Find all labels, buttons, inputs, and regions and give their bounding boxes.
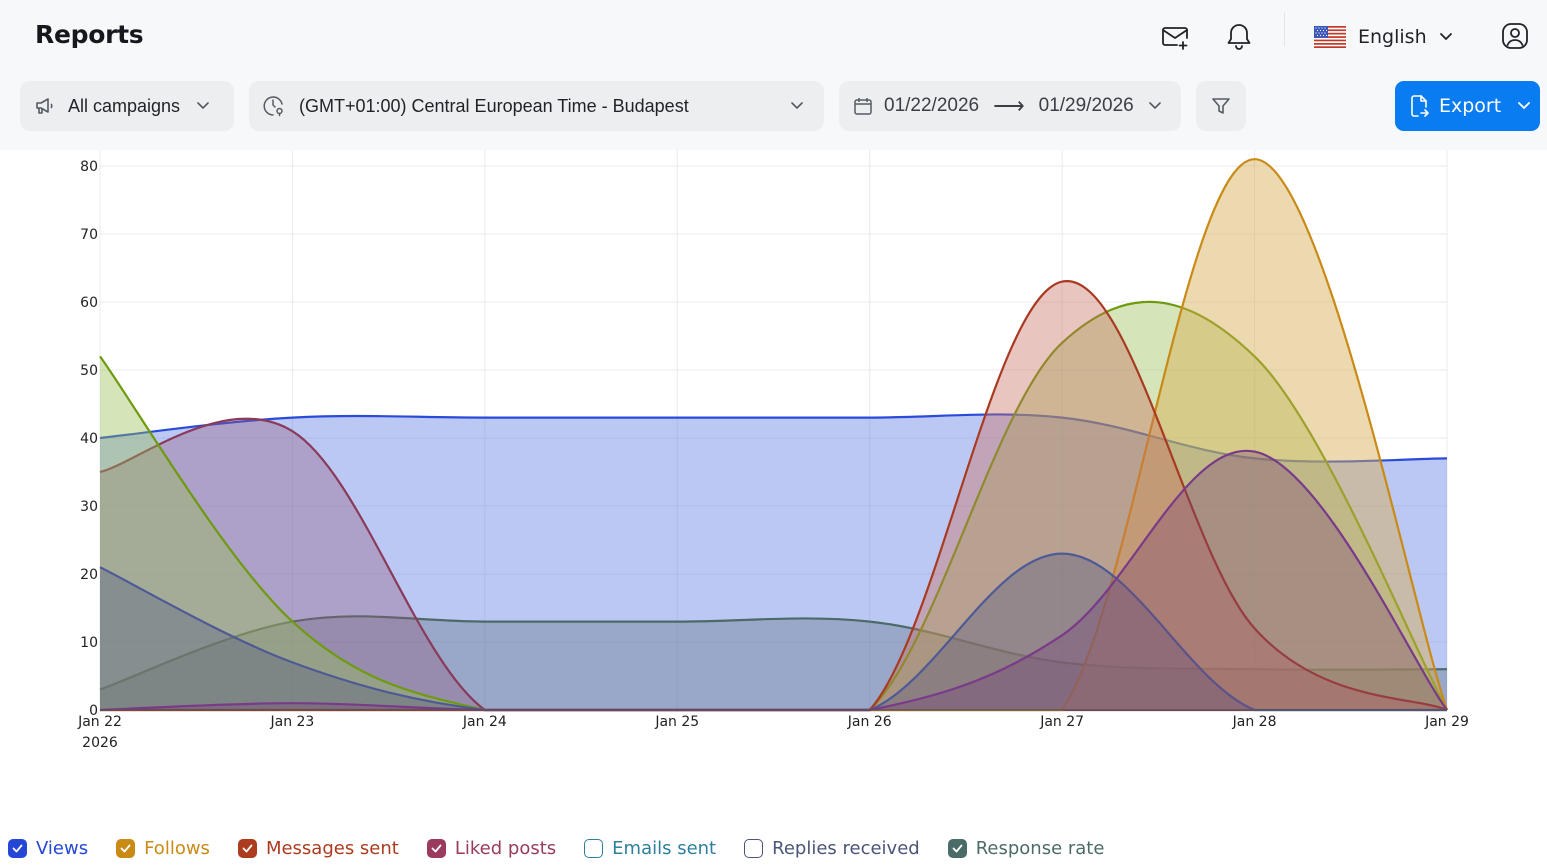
chevron-down-icon [791,102,803,110]
y-tick-label: 70 [80,227,98,243]
x-tick-label: Jan 26 [847,714,892,730]
y-tick-label: 30 [80,499,98,515]
chevron-down-icon [1148,102,1161,110]
chevron-down-icon [1439,33,1452,41]
series-response-rate[interactable] [99,615,1448,710]
legend-label: Views [36,837,89,859]
checkbox-checked-icon[interactable] [426,838,446,858]
y-tick-label: 50 [80,363,98,379]
x-year-label: 2026 [82,735,118,751]
chevron-down-icon [197,102,209,110]
y-tick-label: 20 [80,567,98,583]
date-start[interactable]: 01/22/2026 [884,95,980,116]
x-tick-label: Jan 23 [269,714,314,730]
timezone-label: (GMT+01:00) Central European Time - Buda… [299,95,689,116]
mail-plus-icon[interactable] [1158,20,1192,54]
checkbox-checked-icon[interactable] [116,838,136,858]
x-tick-label: Jan 24 [462,714,507,730]
legend-label: Emails sent [612,837,717,859]
user-circle-icon[interactable] [1498,19,1532,53]
legend-label: Replies received [772,837,920,859]
y-tick-label: 80 [80,159,98,175]
export-button[interactable]: Export [1395,81,1540,131]
campaigns-label: All campaigns [68,95,181,116]
y-tick-label: 10 [80,635,98,651]
us-flag-icon [1314,26,1346,48]
legend: Views Follows Messages sent Liked posts Emai… [8,833,1132,863]
x-tick-label: Jan 28 [1232,714,1277,730]
chevron-down-icon [1518,102,1531,110]
checkbox-unchecked-icon[interactable] [744,838,764,858]
y-tick-label: 0 [89,703,98,719]
bell-icon[interactable] [1222,20,1256,54]
area-chart[interactable]: 0 10 20 30 40 50 60 70 80 Jan 22 Jan 23 Jan 24 Jan 2… [0,150,1547,790]
legend-item-views[interactable]: Views [8,838,88,859]
checkbox-unchecked-icon[interactable] [584,838,604,858]
date-range-arrow: ⟶ [993,93,1025,118]
chart-area[interactable]: 0 10 20 30 40 50 60 70 80 Jan 22 Jan 23 Jan 24 Jan 2… [0,150,1547,790]
language-selector[interactable]: English [1314,20,1453,54]
checkbox-checked-icon[interactable] [8,838,27,858]
top-bar: Reports [0,0,1547,150]
timezone-dropdown[interactable]: (GMT+01:00) Central European Time - Buda… [249,81,824,131]
file-export-icon [1411,95,1429,117]
date-range-picker[interactable]: 01/22/2026 ⟶ 01/29/2026 [839,81,1181,131]
x-tick-label: Jan 27 [1039,714,1084,730]
x-tick-label: Jan 22 [77,714,122,730]
legend-item-replies-received[interactable]: Replies received [744,838,920,859]
clock-location-icon [263,96,283,117]
language-label: English [1358,26,1427,48]
y-tick-label: 40 [80,431,98,447]
legend-item-emails-sent[interactable]: Emails sent [584,838,716,859]
y-tick-label: 60 [80,295,98,311]
filter-button[interactable] [1196,81,1246,131]
legend-label: Liked posts [454,837,557,859]
x-tick-label: Jan 29 [1424,714,1469,730]
megaphone-icon [36,98,53,114]
legend-label: Response rate [975,837,1105,859]
legend-item-messages-sent[interactable]: Messages sent [237,837,399,859]
campaigns-dropdown[interactable]: All campaigns [20,81,234,131]
date-end[interactable]: 01/29/2026 [1038,95,1134,116]
legend-item-response-rate[interactable]: Response rate [947,837,1105,859]
checkbox-checked-icon[interactable] [237,838,257,858]
legend-item-liked-posts[interactable]: Liked posts [426,837,557,859]
legend-label: Messages sent [265,837,399,859]
calendar-icon [854,98,872,115]
header-divider [1284,12,1285,46]
legend-item-follows[interactable]: Follows [116,838,210,859]
filter-icon [1212,98,1230,114]
legend-label: Follows [144,837,210,859]
page-title: Reports [35,20,144,49]
x-tick-label: Jan 25 [654,714,699,730]
export-label: Export [1439,95,1502,117]
checkbox-checked-icon[interactable] [947,838,967,858]
